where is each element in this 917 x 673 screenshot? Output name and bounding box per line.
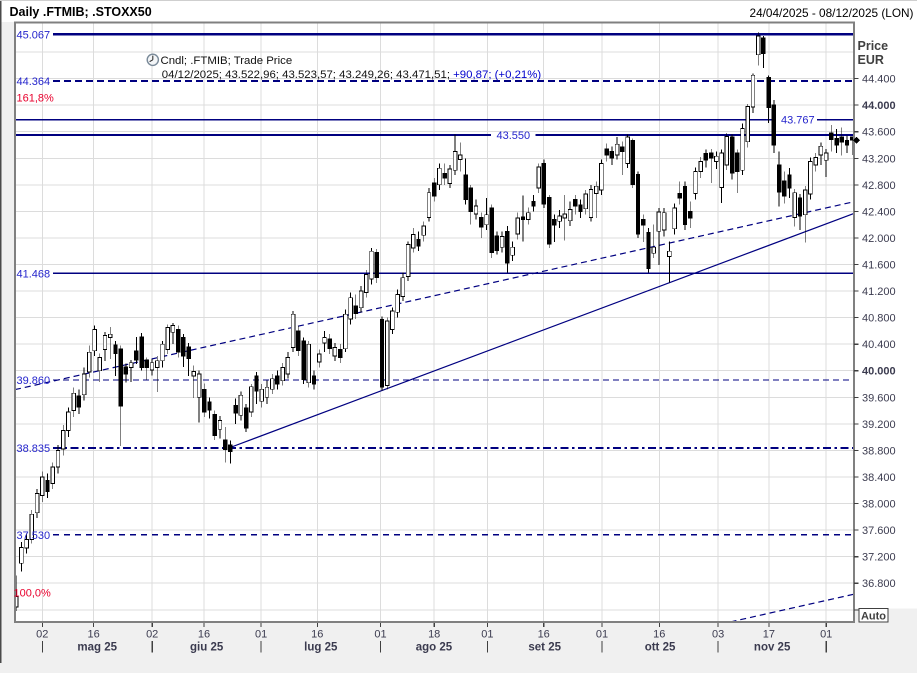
svg-text:44.364: 44.364 xyxy=(17,76,51,88)
svg-text:16: 16 xyxy=(87,629,99,641)
svg-text:37.200: 37.200 xyxy=(862,552,896,564)
svg-text:38.800: 38.800 xyxy=(862,445,896,457)
svg-text:Cndl; .FTMIB; Trade Price: Cndl; .FTMIB; Trade Price xyxy=(161,55,293,67)
svg-text:set 25: set 25 xyxy=(528,642,561,654)
svg-text:03: 03 xyxy=(712,629,724,641)
svg-text:37.600: 37.600 xyxy=(862,525,896,537)
svg-text:42.400: 42.400 xyxy=(862,206,896,218)
svg-text:41.468: 41.468 xyxy=(17,268,51,280)
svg-text:36.800: 36.800 xyxy=(862,578,896,590)
svg-text:ago 25: ago 25 xyxy=(416,642,453,654)
svg-text:42.000: 42.000 xyxy=(862,233,896,245)
svg-text:43.200: 43.200 xyxy=(862,153,896,165)
svg-text:161,8%: 161,8% xyxy=(17,93,55,105)
svg-text:ott 25: ott 25 xyxy=(645,642,676,654)
svg-text:18: 18 xyxy=(428,629,440,641)
svg-text:16: 16 xyxy=(538,629,550,641)
svg-text:01: 01 xyxy=(481,629,493,641)
svg-text:16: 16 xyxy=(311,629,323,641)
svg-text:44.400: 44.400 xyxy=(862,74,896,86)
svg-text:38.400: 38.400 xyxy=(862,472,896,484)
svg-text:04/12/2025; 43.522,96; 43.523,: 04/12/2025; 43.522,96; 43.523,57; 43.249… xyxy=(162,69,542,81)
svg-text:41.200: 41.200 xyxy=(862,286,896,298)
svg-text:02: 02 xyxy=(146,629,158,641)
svg-text:43.550: 43.550 xyxy=(497,130,531,142)
svg-text:40.000: 40.000 xyxy=(862,366,896,378)
svg-text:01: 01 xyxy=(255,629,267,641)
svg-text:43.600: 43.600 xyxy=(862,127,896,139)
svg-text:02: 02 xyxy=(36,629,48,641)
svg-text:24/04/2025 - 08/12/2025 (LON): 24/04/2025 - 08/12/2025 (LON) xyxy=(750,6,914,20)
svg-text:17: 17 xyxy=(763,629,775,641)
svg-text:41.600: 41.600 xyxy=(862,260,896,272)
svg-text:45.067: 45.067 xyxy=(17,29,51,41)
svg-text:Price: Price xyxy=(858,39,889,53)
svg-text:giu 25: giu 25 xyxy=(190,642,224,654)
svg-text:16: 16 xyxy=(198,629,210,641)
svg-text:EUR: EUR xyxy=(858,53,884,67)
svg-text:39.600: 39.600 xyxy=(862,392,896,404)
svg-text:16: 16 xyxy=(653,629,665,641)
svg-text:40.400: 40.400 xyxy=(862,339,896,351)
svg-text:43.767: 43.767 xyxy=(781,115,815,127)
svg-text:38.835: 38.835 xyxy=(17,443,51,455)
svg-text:39.200: 39.200 xyxy=(862,419,896,431)
svg-text:100,0%: 100,0% xyxy=(14,588,52,600)
svg-text:01: 01 xyxy=(374,629,386,641)
svg-text:mag 25: mag 25 xyxy=(77,642,117,654)
svg-text:01: 01 xyxy=(820,629,832,641)
svg-text:39.860: 39.860 xyxy=(17,375,51,387)
svg-text:Daily .FTMIB; .STOXX50: Daily .FTMIB; .STOXX50 xyxy=(10,5,152,19)
svg-text:lug 25: lug 25 xyxy=(304,642,338,654)
svg-text:38.000: 38.000 xyxy=(862,499,896,511)
svg-text:42.800: 42.800 xyxy=(862,180,896,192)
svg-text:Auto: Auto xyxy=(861,611,886,623)
svg-text:37.530: 37.530 xyxy=(17,530,51,542)
svg-text:nov 25: nov 25 xyxy=(754,642,791,654)
svg-text:01: 01 xyxy=(596,629,608,641)
svg-text:40.800: 40.800 xyxy=(862,313,896,325)
svg-text:44.000: 44.000 xyxy=(862,100,896,112)
